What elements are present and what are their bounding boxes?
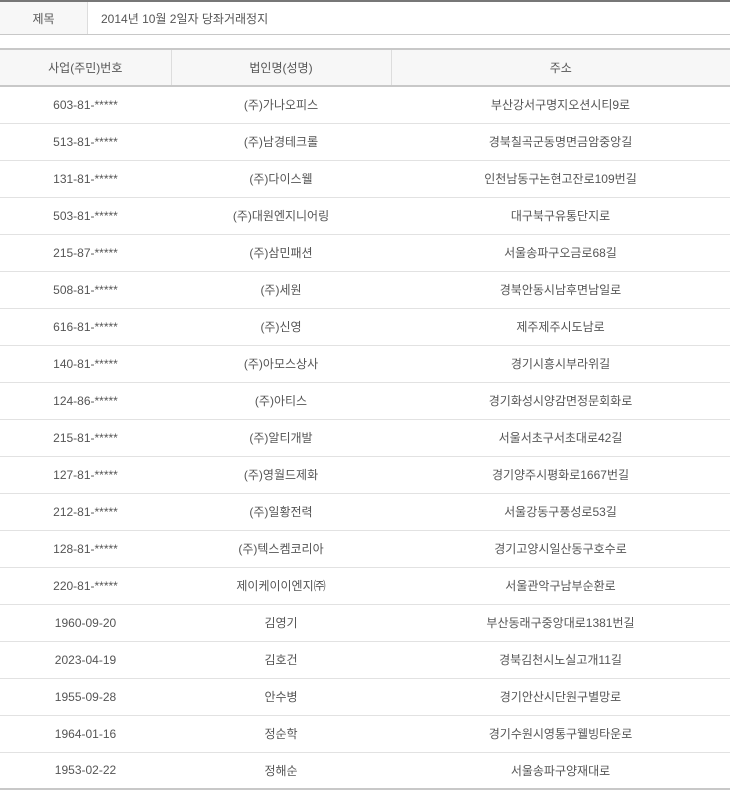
address-cell: 제주제주시도남로: [391, 307, 730, 345]
table-row: 140-81-***** (주)아모스상사 경기시흥시부라위길: [0, 344, 730, 382]
column-header-business-number: 사업(주민)번호: [0, 49, 171, 87]
title-label: 제목: [0, 2, 88, 34]
address-cell: 대구북구유통단지로: [391, 196, 730, 234]
business-number-cell: 603-81-*****: [53, 97, 118, 112]
address-cell: 서울송파구양재대로: [391, 751, 730, 789]
business-number-cell: 140-81-*****: [0, 344, 171, 382]
business-number-cell: 131-81-*****: [0, 159, 171, 197]
suspension-table: 사업(주민)번호 법인명(성명) 주소 603-81-***** (주)가나오피스…: [0, 48, 730, 790]
business-number-cell: 212-81-*****: [0, 492, 171, 530]
company-name-cell: (주)텍스켐코리아: [171, 529, 391, 567]
column-header-company-name: 법인명(성명): [170, 49, 391, 87]
table-row: 1955-09-28 안수병 경기안산시단원구별망로: [0, 677, 730, 715]
company-name-cell: (주)대원엔지니어링: [171, 196, 391, 234]
address-cell: 경북안동시남후면남일로: [391, 270, 730, 308]
address-cell: 경기시흥시부라위길: [391, 344, 730, 382]
company-name-cell: (주)알티개발: [171, 418, 391, 456]
table-row: 508-81-***** (주)세원 경북안동시남후면남일로: [0, 270, 730, 308]
table-row: 131-81-***** (주)다이스웰 인천남동구논현고잔로109번길: [0, 159, 730, 197]
company-name-cell: (주)삼민패션: [171, 233, 391, 271]
table-row: 215-87-***** (주)삼민패션 서울송파구오금로68길: [0, 233, 730, 271]
address-cell: 서울서초구서초대로42길: [391, 418, 730, 456]
address-cell: 경북김천시노실고개11길: [391, 640, 730, 678]
business-number-cell: 215-81-*****: [0, 418, 171, 456]
business-number-cell: 1955-09-28: [0, 677, 171, 715]
address-cell: 부산강서구명지오션시티9로: [490, 98, 631, 113]
table-row: 2023-04-19 김호건 경북김천시노실고개11길: [0, 640, 730, 678]
table-row: 503-81-***** (주)대원엔지니어링 대구북구유통단지로: [0, 196, 730, 234]
business-number-cell: 508-81-*****: [0, 270, 171, 308]
address-cell: 경기수원시영통구웰빙타운로: [391, 714, 730, 752]
table-row: 128-81-***** (주)텍스켐코리아 경기고양시일산동구호수로: [0, 529, 730, 567]
table-row: 215-81-***** (주)알티개발 서울서초구서초대로42길: [0, 418, 730, 456]
company-name-cell: 정순학: [171, 714, 391, 752]
business-number-cell: 220-81-*****: [0, 566, 171, 604]
company-name-cell: (주)세원: [171, 270, 391, 308]
business-number-cell: 124-86-*****: [0, 381, 171, 419]
table-row: 1953-02-22 정해순 서울송파구양재대로: [0, 751, 730, 789]
company-name-cell: 제이케이이엔지㈜: [171, 566, 391, 604]
company-name-cell: 정해순: [171, 751, 391, 789]
table-row: 1960-09-20 김영기 부산동래구중앙대로1381번길: [0, 603, 730, 641]
table-row: 212-81-***** (주)일황전력 서울강동구풍성로53길: [0, 492, 730, 530]
title-value: 2014년 10월 2일자 당좌거래정지: [101, 11, 269, 26]
address-cell: 경북칠곡군동명면금암중앙길: [391, 122, 730, 160]
address-cell: 부산동래구중앙대로1381번길: [391, 603, 730, 641]
company-name-cell: (주)일황전력: [171, 492, 391, 530]
company-name-cell: 김영기: [171, 603, 391, 641]
address-cell: 경기화성시양감면정문회화로: [391, 381, 730, 419]
business-number-cell: 1953-02-22: [0, 751, 171, 789]
table-row: 124-86-***** (주)아티스 경기화성시양감면정문회화로: [0, 381, 730, 419]
address-cell: 인천남동구논현고잔로109번길: [391, 159, 730, 197]
company-name-cell: (주)영월드제화: [171, 455, 391, 493]
company-name-cell: (주)다이스웰: [171, 159, 391, 197]
business-number-cell: 503-81-*****: [0, 196, 171, 234]
company-name-cell: 김호건: [171, 640, 391, 678]
address-cell: 서울강동구풍성로53길: [391, 492, 730, 530]
column-header-address: 주소: [390, 49, 730, 87]
table-row: 220-81-***** 제이케이이엔지㈜ 서울관악구남부순환로: [0, 566, 730, 604]
company-name-cell: 안수병: [171, 677, 391, 715]
company-name-cell: (주)아모스상사: [171, 344, 391, 382]
business-number-cell: 1960-09-20: [0, 603, 171, 641]
table-row: 603-81-***** (주)가나오피스 부산강서구명지오션시티9로: [0, 86, 730, 123]
table-row: 513-81-***** (주)남경테크롤 경북칠곡군동명면금암중앙길: [0, 122, 730, 160]
table-header: 사업(주민)번호 법인명(성명) 주소: [0, 49, 730, 87]
company-name-cell: (주)남경테크롤: [171, 122, 391, 160]
business-number-cell: 2023-04-19: [0, 640, 171, 678]
table-row: 127-81-***** (주)영월드제화 경기양주시평화로1667번길: [0, 455, 730, 493]
address-cell: 경기양주시평화로1667번길: [391, 455, 730, 493]
business-number-cell: 215-87-*****: [0, 233, 171, 271]
address-cell: 서울관악구남부순환로: [391, 566, 730, 604]
company-name-cell: (주)신영: [171, 307, 391, 345]
business-number-cell: 128-81-*****: [0, 529, 171, 567]
company-name-cell: (주)아티스: [171, 381, 391, 419]
business-number-cell: 513-81-*****: [0, 122, 171, 160]
address-cell: 서울송파구오금로68길: [391, 233, 730, 271]
company-name-cell: (주)가나오피스: [243, 98, 319, 113]
business-number-cell: 1964-01-16: [0, 714, 171, 752]
title-row: 제목 2014년 10월 2일자 당좌거래정지: [0, 0, 730, 35]
address-cell: 경기고양시일산동구호수로: [391, 529, 730, 567]
table-row: 616-81-***** (주)신영 제주제주시도남로: [0, 307, 730, 345]
business-number-cell: 616-81-*****: [0, 307, 171, 345]
table-row: 1964-01-16 정순학 경기수원시영통구웰빙타운로: [0, 714, 730, 752]
business-number-cell: 127-81-*****: [0, 455, 171, 493]
address-cell: 경기안산시단원구별망로: [391, 677, 730, 715]
